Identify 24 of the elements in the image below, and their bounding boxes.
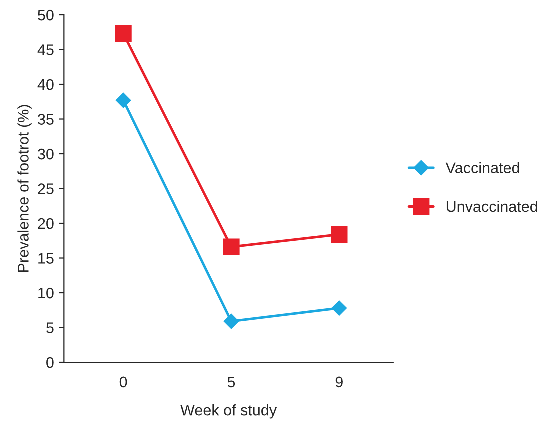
y-tick-label: 25: [38, 184, 54, 194]
y-tick-label: 35: [38, 114, 54, 125]
point: [116, 92, 132, 108]
point: [332, 300, 347, 316]
y-tick-label: 30: [38, 148, 54, 160]
point: [115, 25, 132, 42]
y-tick-label: 50: [38, 10, 54, 21]
y-tick-label: 20: [38, 218, 54, 230]
y-tick-label: 40: [38, 79, 54, 90]
point: [331, 226, 348, 243]
y-tick-label: 45: [38, 44, 54, 56]
y-tick-label: 0: [46, 357, 54, 368]
point: [224, 314, 240, 330]
y-tick-label: 5: [46, 322, 54, 334]
x-tick-label: 5: [228, 376, 236, 388]
y-tick-label: 15: [38, 253, 54, 264]
point: [223, 238, 240, 256]
y-axis-title: Prevalence of footrot (%): [18, 105, 32, 272]
x-tick-label: 9: [336, 376, 343, 388]
x-axis-title: Week of study: [180, 404, 278, 419]
legend-label: Vaccinated: [446, 162, 520, 174]
x-tick-label: 0: [120, 376, 128, 388]
legend-label: Unvaccinated: [446, 200, 538, 212]
y-tick-label: 10: [38, 288, 54, 299]
